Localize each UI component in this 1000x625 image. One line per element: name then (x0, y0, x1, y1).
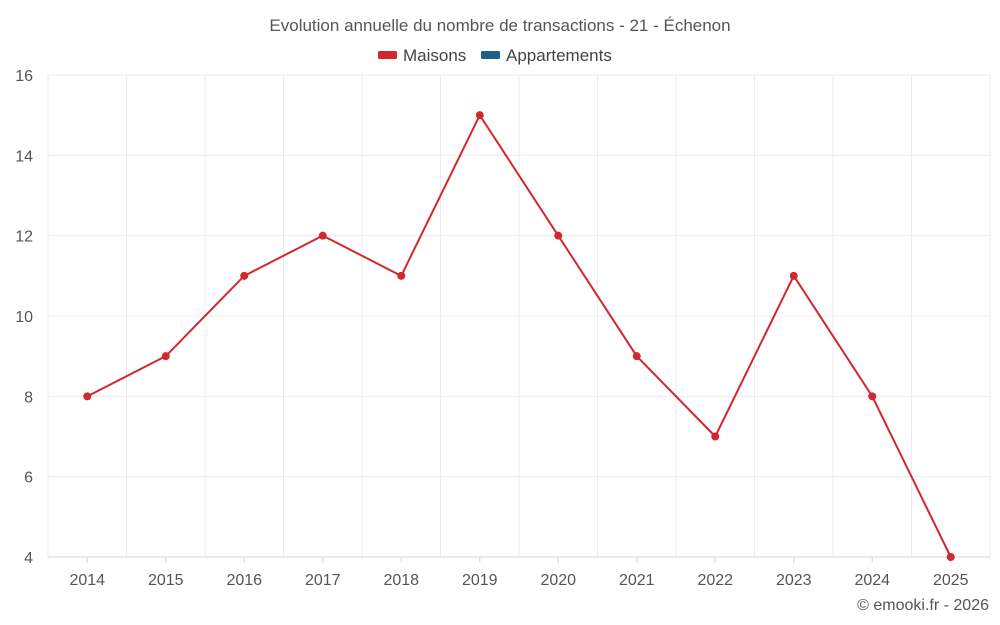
x-tick-label: 2018 (383, 572, 419, 589)
data-point[interactable] (868, 392, 877, 401)
data-point[interactable] (554, 231, 563, 240)
data-point[interactable] (789, 271, 798, 280)
x-tick-label: 2024 (854, 572, 890, 589)
y-tick-label: 8 (24, 389, 33, 406)
legend-swatch-appartements (481, 51, 500, 59)
y-tick-label: 14 (15, 148, 33, 165)
y-tick-label: 4 (24, 550, 33, 567)
data-point[interactable] (397, 271, 406, 280)
data-point[interactable] (161, 352, 170, 361)
series-line-maisons (86, 114, 952, 558)
legend-item-maisons[interactable]: Maisons (378, 46, 466, 65)
x-tick-label: 2022 (697, 572, 733, 589)
legend: Maisons Appartements (378, 46, 612, 65)
y-tick-label: 12 (15, 229, 33, 246)
x-tick-label: 2017 (305, 572, 341, 589)
x-tick-label: 2019 (462, 572, 498, 589)
y-axis: 4 6 8 10 12 14 16 (15, 68, 33, 567)
data-point[interactable] (318, 231, 327, 240)
chart-title: Evolution annuelle du nombre de transact… (269, 16, 730, 35)
legend-label-maisons: Maisons (403, 46, 466, 65)
series-maisons (83, 111, 955, 561)
legend-label-appartements: Appartements (506, 46, 612, 65)
credit-text: © emooki.fr - 2026 (857, 597, 989, 614)
y-tick-label: 10 (15, 309, 33, 326)
data-point[interactable] (240, 271, 249, 280)
y-tick-label: 6 (24, 470, 33, 487)
data-point[interactable] (711, 432, 720, 441)
data-point[interactable] (83, 392, 92, 401)
x-tick-label: 2020 (540, 572, 576, 589)
data-point[interactable] (946, 553, 955, 561)
data-point[interactable] (632, 352, 641, 361)
x-tick-label: 2023 (776, 572, 812, 589)
x-tick-label: 2014 (69, 572, 105, 589)
data-point[interactable] (475, 111, 484, 120)
x-tick-label: 2015 (148, 572, 184, 589)
x-tick-label: 2016 (226, 572, 262, 589)
grid (47, 74, 991, 557)
x-axis: 2014 2015 2016 2017 2018 2019 2020 2021 2022 2023… (48, 556, 990, 589)
x-tick-label: 2025 (933, 572, 969, 589)
x-tick-label: 2021 (619, 572, 655, 589)
legend-swatch-maisons (378, 51, 397, 59)
legend-item-appartements[interactable]: Appartements (481, 46, 612, 65)
y-tick-label: 16 (15, 68, 33, 85)
